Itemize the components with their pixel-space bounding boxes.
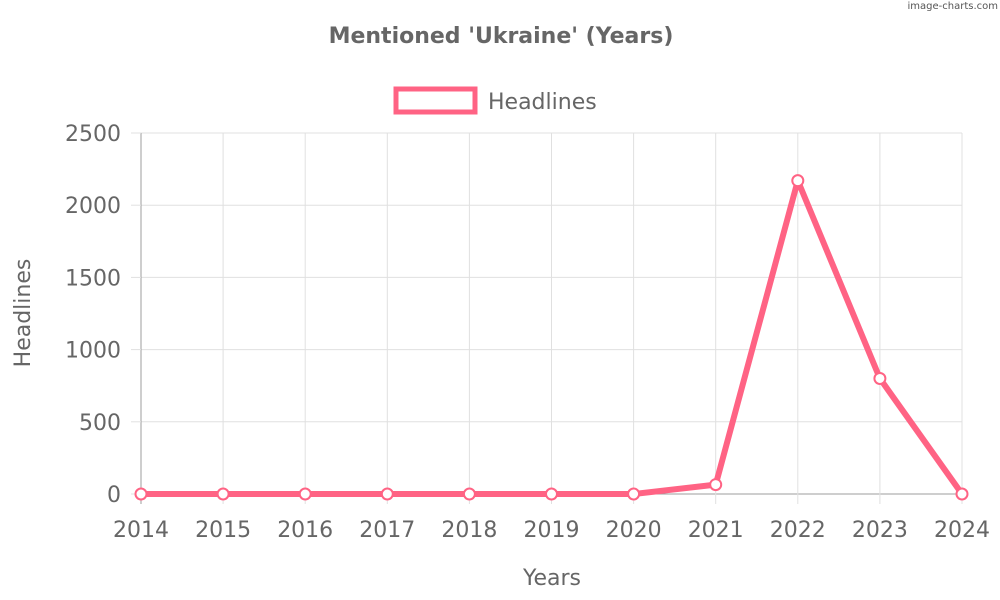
y-tick-label: 2000 — [65, 194, 121, 219]
x-tick-label: 2023 — [852, 518, 908, 543]
data-point — [134, 487, 148, 501]
data-point — [709, 478, 723, 492]
legend-swatch — [393, 86, 478, 115]
x-axis: 2014 2015 2016 2017 2018 2019 2020 2021 2022 2023… — [113, 518, 990, 543]
x-tick-label: 2019 — [524, 518, 580, 543]
x-axis-title: Years — [522, 566, 581, 591]
data-point — [873, 371, 887, 385]
x-tick-label: 2024 — [934, 518, 990, 543]
x-tick-label: 2016 — [277, 518, 333, 543]
grid — [140, 132, 963, 504]
y-tick-label: 1000 — [65, 339, 121, 364]
data-point — [791, 174, 805, 188]
x-tick-label: 2018 — [441, 518, 497, 543]
data-point — [462, 487, 476, 501]
data-point — [545, 487, 558, 501]
chart-title: Mentioned 'Ukraine' (Years) — [329, 24, 674, 49]
data-point — [216, 487, 230, 501]
data-point — [955, 487, 969, 501]
watermark: image-charts.com — [908, 1, 999, 12]
x-tick-label: 2022 — [770, 518, 826, 543]
x-tick-label: 2017 — [359, 518, 415, 543]
data-point — [298, 487, 312, 501]
legend-label: Headlines — [488, 90, 597, 115]
data-point — [380, 487, 394, 501]
y-axis: 0 500 1000 1500 2000 2500 — [65, 122, 141, 508]
x-tick-label: 2020 — [606, 518, 662, 543]
y-tick-label: 0 — [107, 483, 121, 508]
x-tick-label: 2014 — [113, 518, 169, 543]
y-tick-label: 500 — [79, 411, 121, 436]
y-axis-title: Headlines — [11, 259, 36, 368]
legend: Headlines — [393, 86, 597, 115]
y-tick-label: 1500 — [65, 266, 121, 291]
series — [134, 174, 969, 501]
x-tick-label: 2015 — [195, 518, 251, 543]
data-point — [627, 487, 641, 501]
y-tick-label: 2500 — [65, 122, 121, 147]
x-tick-label: 2021 — [688, 518, 744, 543]
